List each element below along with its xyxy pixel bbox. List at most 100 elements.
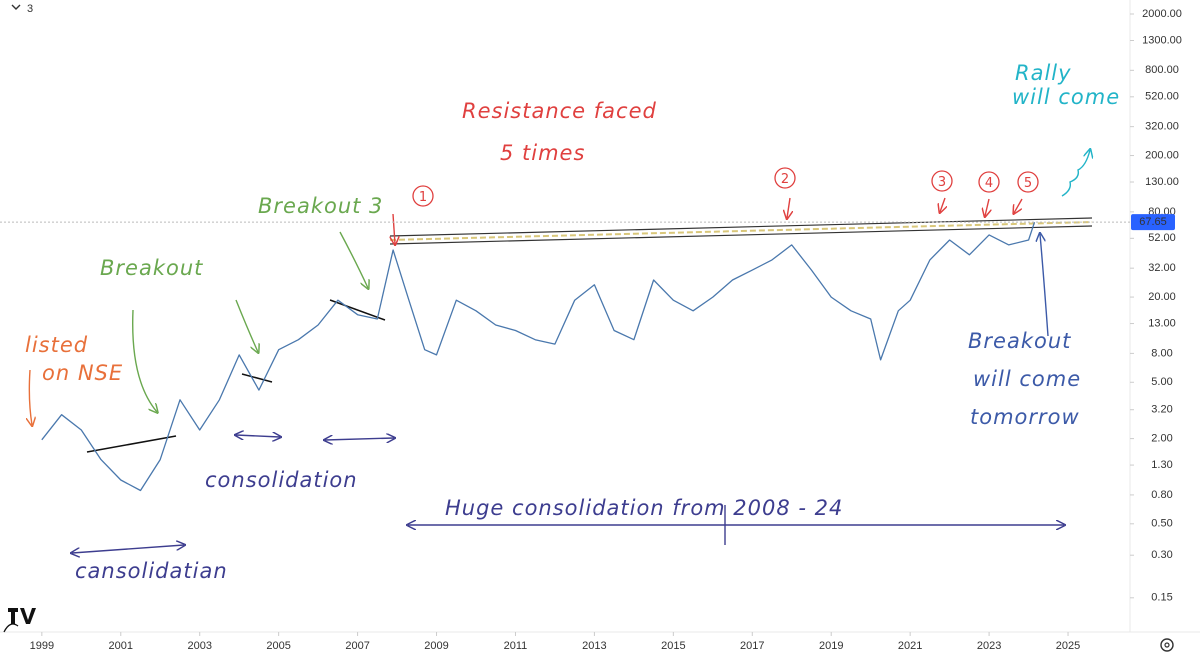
annotation: 4 [978,171,1000,193]
resistance-lower [389,225,1093,245]
x-tick-label: 2011 [504,640,528,652]
arrow [132,309,157,412]
x-tick-label: 2009 [424,640,448,652]
range-arrow [72,545,184,553]
y-tick-label: 800.00 [1145,64,1179,76]
resistance-line [389,217,1093,245]
annotation-circle [412,185,434,207]
annotation-text: listed [25,333,88,357]
x-tick-label: 2023 [977,640,1001,652]
annotation-text: tomorrow [970,405,1080,429]
annotation-text: cansolidatian [75,559,228,583]
x-tick-label: 2015 [661,640,685,652]
resistance-mid [389,221,1093,241]
annotation-text: 5 times [500,141,585,165]
annotation-number: 5 [1024,176,1032,191]
annotation: listed on NSE [25,333,122,385]
annotation-circle [978,171,1000,193]
arrow [1061,150,1090,197]
resistance-upper [389,217,1093,237]
y-tick-label: 32.00 [1148,262,1176,274]
annotation-number: 3 [938,175,946,190]
gear-hub [1164,642,1170,648]
annotation-text: Breakout 3 [258,194,383,218]
annotation: 3 [931,170,953,192]
annotation: 1 [412,185,434,207]
settings-button[interactable] [1160,638,1174,652]
arrow [393,213,395,244]
chevron-icon [11,4,21,10]
last-price-label: 67.65 [1139,216,1167,228]
annotation-text: Rally [1015,61,1072,85]
x-tick-label: 1999 [30,640,54,652]
annotation: consolidation [205,468,358,492]
annotation: Resistance faced 5 times [462,99,656,165]
x-tick-label: 2005 [266,640,290,652]
annotation-text: Breakout [968,329,1071,353]
arrow [339,231,368,288]
y-tick-label: 0.30 [1151,549,1172,561]
trend-line [329,299,386,321]
arrow [787,197,790,218]
x-tick-label: 2007 [345,640,369,652]
arrow [235,299,258,352]
annotation: cansolidatian [75,559,228,583]
logo-swoosh [3,623,19,633]
y-tick-label: 0.15 [1151,592,1172,604]
y-tick-label: 1300.00 [1142,34,1182,46]
annotation-number: 4 [985,176,993,191]
y-tick-label: 1.30 [1151,459,1172,471]
annotation: Breakout will come tomorrow [968,329,1081,429]
x-tick-label: 2013 [582,640,606,652]
interval-selector[interactable]: 3 [11,3,33,15]
annotation-text: will come [973,367,1081,391]
y-tick-label: 520.00 [1145,91,1179,103]
x-tick-label: 2003 [187,640,211,652]
trend-line [86,435,177,453]
annotation-number: 2 [781,172,789,187]
y-tick-label: 20.00 [1148,291,1176,303]
annotation: Huge consolidation from 2008 - 24 [445,496,842,520]
x-tick-label: 2001 [109,640,133,652]
logo [3,608,36,633]
arrow [1014,198,1023,213]
y-tick-label: 320.00 [1145,121,1179,133]
y-tick-label: 200.00 [1145,149,1179,161]
y-tick-label: 2.00 [1151,433,1172,445]
gear-icon[interactable] [1160,638,1174,652]
arrow [940,197,945,212]
annotation: Breakout [100,256,203,280]
y-tick-label: 13.00 [1148,317,1176,329]
annotation-text: consolidation [205,468,358,492]
y-tick-label: 2000.00 [1142,8,1182,20]
arrow [29,369,32,425]
annotation: 2 [774,167,796,189]
y-tick-label: 130.00 [1145,176,1179,188]
y-tick-label: 3.20 [1151,404,1172,416]
annotation-circle [1017,171,1039,193]
annotation-number: 1 [419,190,427,205]
y-tick-label: 0.80 [1151,489,1172,501]
annotation-text: Breakout [100,256,203,280]
arrow [985,198,989,216]
range-arrow [236,435,280,437]
annotation-text: will come [1012,85,1120,109]
annotation: 5 [1017,171,1039,193]
y-tick-label: 5.00 [1151,376,1172,388]
y-tick-label: 52.00 [1148,232,1176,244]
annotation-circle [931,170,953,192]
y-tick-label: 0.50 [1151,518,1172,530]
annotation: Breakout 3 [258,194,383,218]
x-tick-label: 2021 [898,640,922,652]
x-tick-label: 2025 [1056,640,1080,652]
arrow [1040,234,1049,337]
interval-label[interactable]: 3 [27,3,33,15]
annotation-circle [774,167,796,189]
last-price-badge [1131,214,1175,231]
x-tick-label: 2017 [740,640,764,652]
